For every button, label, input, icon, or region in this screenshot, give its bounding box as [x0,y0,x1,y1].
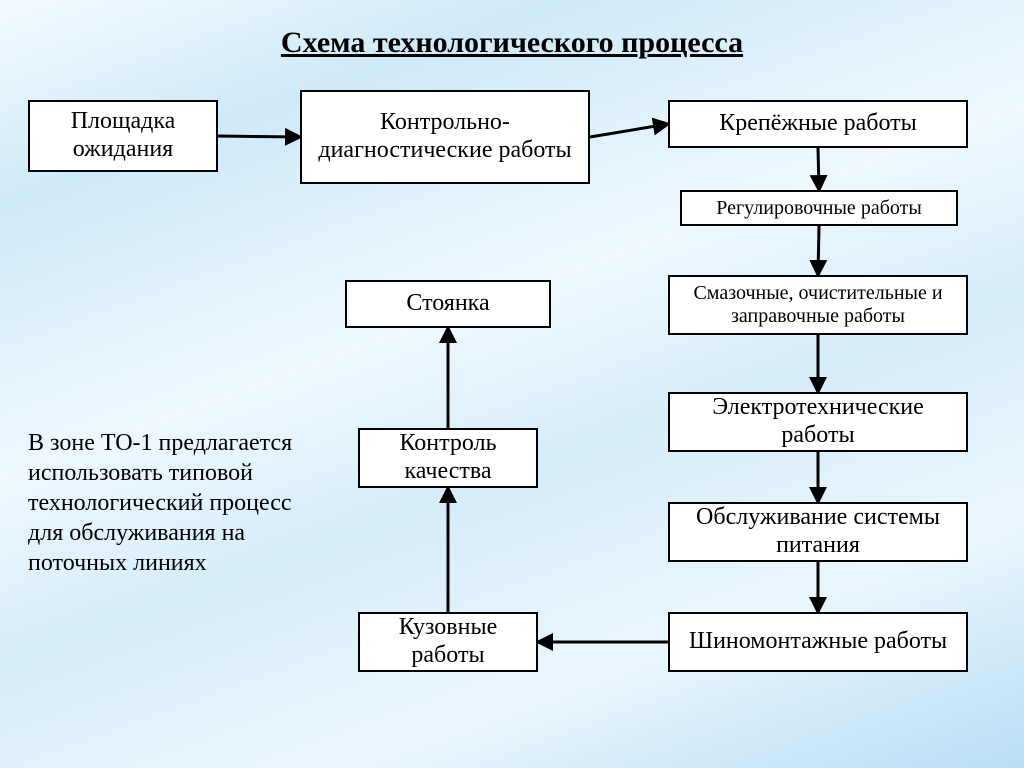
node-parking-label: Стоянка [406,290,489,318]
node-fasten: Крепёжные работы [668,100,968,148]
node-adjust-label: Регулировочные работы [716,197,922,220]
node-tire: Шиномонтажные работы [668,612,968,672]
edge-wait-to-control [218,136,300,137]
node-parking: Стоянка [345,280,551,328]
node-tire-label: Шиномонтажные работы [689,628,947,656]
node-wait: Площадка ожидания [28,100,218,172]
node-wait-label: Площадка ожидания [38,108,208,163]
node-adjust: Регулировочные работы [680,190,958,226]
diagram-canvas: Схема технологического процесса В зоне Т… [0,0,1024,768]
edge-fasten-to-adjust [818,148,819,190]
node-lube-label: Смазочные, очистительные и заправочные р… [678,282,958,328]
node-fuel: Обслуживание системы питания [668,502,968,562]
edge-control-to-fasten [590,124,668,137]
node-fasten-label: Крепёжные работы [719,110,917,138]
side-note: В зоне ТО-1 предлагается использовать ти… [28,428,298,578]
node-electro-label: Электротехнические работы [678,394,958,449]
node-quality-label: Контроль качества [368,430,528,485]
page-title: Схема технологического процесса [0,26,1024,60]
node-electro: Электротехнические работы [668,392,968,452]
node-quality: Контроль качества [358,428,538,488]
node-control-label: Контрольно-диагностические работы [310,109,580,164]
node-body-label: Кузовные работы [368,614,528,669]
edge-adjust-to-lube [818,226,819,275]
node-lube: Смазочные, очистительные и заправочные р… [668,275,968,335]
node-fuel-label: Обслуживание системы питания [678,504,958,559]
node-body: Кузовные работы [358,612,538,672]
node-control: Контрольно-диагностические работы [300,90,590,184]
